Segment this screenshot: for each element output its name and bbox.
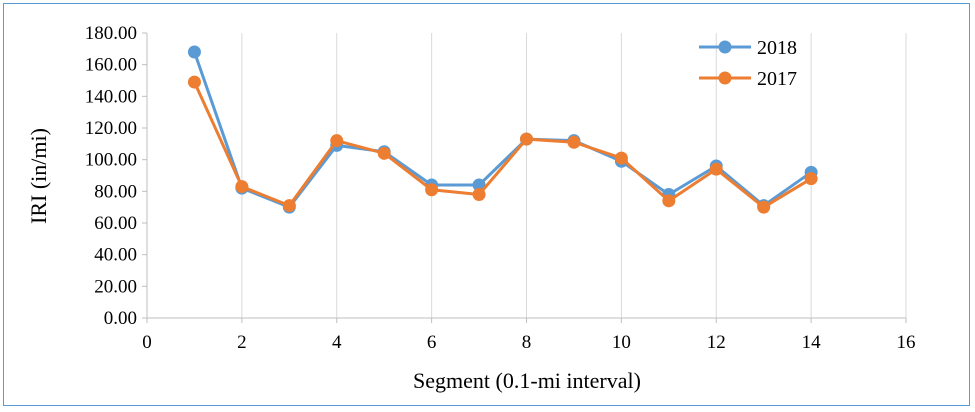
data-point-2017-1: [187, 75, 201, 89]
legend-label-2018: 2018: [757, 37, 797, 59]
data-point-2017-11: [662, 194, 676, 208]
series-line-2017: [193, 81, 812, 209]
series-2017: [187, 75, 818, 214]
legend-item-2017: 2017: [699, 68, 797, 90]
data-point-2017-10: [614, 151, 628, 165]
data-point-2017-5: [377, 146, 391, 160]
legend-item-2018: 2018: [699, 37, 797, 59]
data-point-2017-14: [804, 172, 818, 186]
data-point-2018-1: [187, 45, 201, 59]
legend-marker-2017: [718, 71, 732, 85]
x-tick-label-7: 14: [802, 332, 822, 353]
x-tick-label-3: 6: [427, 332, 437, 353]
y-axis-title: IRI (in/mi): [26, 128, 51, 224]
series-layer: [187, 45, 818, 214]
data-point-2017-13: [757, 200, 771, 214]
data-point-2018-7: [472, 178, 486, 192]
data-point-2017-3: [282, 199, 296, 213]
x-tick-labels: 0 2 4 6 8 10 12 14 16: [142, 332, 915, 353]
y-tick-label-9: 180.00: [85, 23, 137, 44]
data-point-2017-12: [709, 162, 723, 176]
series-line-2018: [193, 51, 812, 209]
y-tick-label-8: 160.00: [85, 55, 137, 76]
x-tick-label-4: 8: [522, 332, 532, 353]
y-tick-label-7: 140.00: [85, 86, 137, 107]
legend-marker-2018: [718, 40, 732, 54]
x-tick-label-2: 4: [332, 332, 342, 353]
x-tick-label-1: 2: [237, 332, 247, 353]
data-point-2017-2: [235, 180, 249, 194]
x-tick-label-6: 12: [707, 332, 726, 353]
x-tick-label-5: 10: [612, 332, 631, 353]
legend-label-2017: 2017: [757, 68, 797, 90]
data-point-2017-8: [520, 132, 533, 146]
data-point-2017-7: [472, 188, 486, 201]
y-tick-labels: 0.00 20.00 40.00 60.00 80.00 100.00 120.00 140.…: [85, 23, 137, 329]
data-point-2017-9: [567, 135, 581, 149]
y-tick-label-4: 80.00: [94, 181, 137, 202]
y-tick-label-0: 0.00: [104, 308, 137, 329]
axes: [142, 32, 907, 323]
data-point-2017-4: [330, 134, 344, 148]
legend: 2018 2017: [699, 37, 797, 90]
chart-frame: 0.00 20.00 40.00 60.00 80.00 100.00 120.00 140.…: [3, 3, 970, 406]
y-tick-label-6: 120.00: [85, 118, 137, 139]
data-point-2017-6: [425, 183, 439, 197]
y-tick-label-1: 20.00: [94, 276, 137, 297]
line-scatter-chart: 0.00 20.00 40.00 60.00 80.00 100.00 120.00 140.…: [26, 23, 916, 393]
x-tick-label-0: 0: [142, 332, 152, 353]
x-axis-title: Segment (0.1-mi interval): [413, 368, 641, 393]
y-tick-label-2: 40.00: [94, 245, 137, 266]
series-2018: [187, 45, 818, 214]
y-tick-label-5: 100.00: [85, 150, 137, 171]
y-tick-label-3: 60.00: [94, 213, 137, 234]
x-tick-label-8: 16: [897, 332, 916, 353]
